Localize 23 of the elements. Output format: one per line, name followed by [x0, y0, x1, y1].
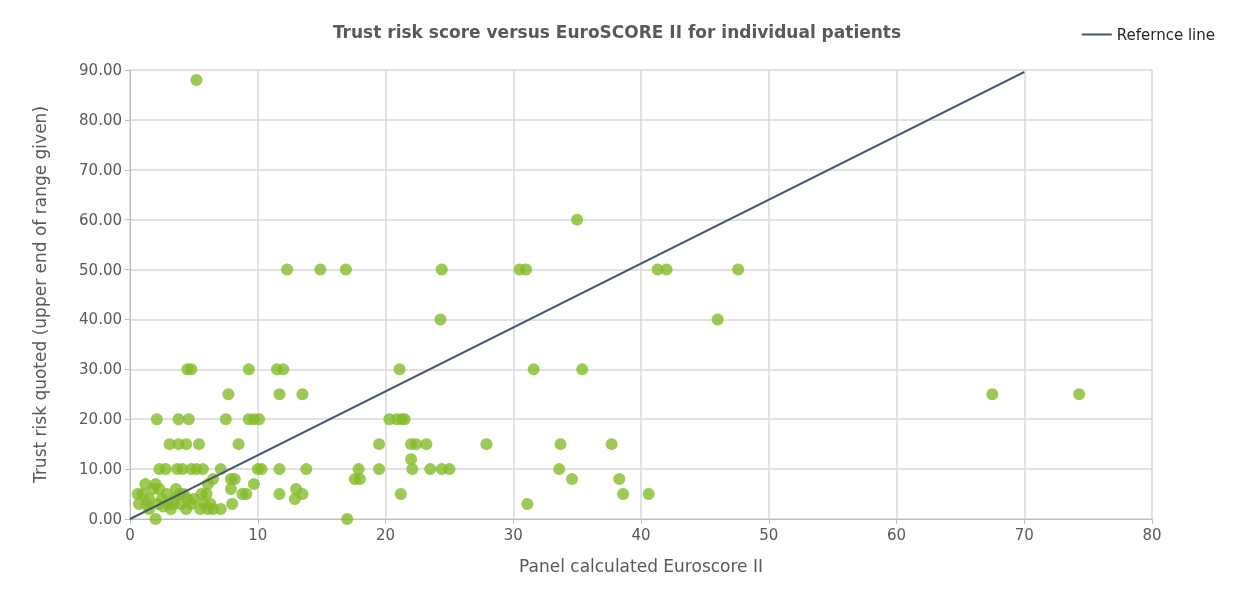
y-tick-label: 50.00	[79, 260, 122, 279]
y-tick-label: 10.00	[79, 460, 122, 479]
x-tick-label: 30	[503, 525, 523, 544]
y-tick-label: 80.00	[79, 110, 122, 129]
y-tick-label: 30.00	[79, 360, 122, 379]
x-tick-label: 50	[759, 525, 779, 544]
y-axis-title: Trust risk quoted (upper end of range given)	[29, 105, 50, 485]
x-tick-label: 60	[886, 525, 907, 544]
y-tick-label: 0.00	[88, 510, 122, 528]
y-tick-label: 90.00	[79, 61, 122, 79]
legend-label: Refernce line	[1116, 25, 1216, 44]
x-tick-label: 80	[1142, 525, 1162, 544]
y-tick-label: 40.00	[79, 310, 122, 329]
y-tick-label: 60.00	[79, 210, 122, 229]
x-tick-label: 70	[1014, 525, 1034, 544]
x-axis-title: Panel calculated Euroscore II	[519, 555, 763, 576]
y-tick-label: 70.00	[79, 160, 122, 179]
x-tick-label: 20	[375, 525, 396, 544]
x-tick-label: 40	[631, 525, 651, 544]
x-tick-label: 10	[248, 525, 268, 544]
y-tick-label: 20.00	[79, 410, 122, 429]
x-tick-label: 0	[125, 525, 135, 544]
chart-title: Trust risk score versus EuroSCORE II for individual patients	[332, 21, 902, 42]
